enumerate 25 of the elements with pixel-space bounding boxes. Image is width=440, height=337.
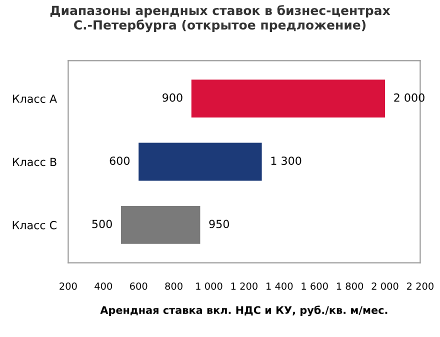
annotation: 950	[209, 220, 230, 228]
bar	[138, 142, 262, 181]
y-tick-label: Класс A	[13, 94, 57, 103]
y-tick-label: Класс B	[13, 158, 56, 166]
annotation: 2 000	[394, 93, 424, 102]
annotation: 900	[162, 93, 182, 102]
chart-title: Диапазоны арендных ставок в бизнес-центрах С.-Петербурга (открытое предложение)	[50, 5, 390, 32]
bar	[121, 206, 200, 244]
x-tick-label: 1 200	[231, 282, 258, 290]
x-tick-label: 1 000	[196, 282, 222, 290]
x-tick-label: 1 800	[336, 282, 364, 290]
x-tick-label: 400	[94, 282, 112, 290]
x-tick-label: 200	[60, 282, 77, 290]
bar	[191, 80, 385, 118]
x-tick-label: 1 400	[266, 282, 293, 290]
x-tick-label: 600	[130, 282, 148, 290]
annotation: 500	[92, 220, 112, 228]
x-tick-label: 800	[165, 282, 182, 290]
y-tick-label: Класс C	[12, 220, 56, 230]
x-tick-label: 1 600	[302, 282, 328, 290]
annotation: 1 300	[271, 156, 302, 165]
x-tick-label: 2 000	[372, 282, 398, 290]
annotation: 600	[110, 156, 130, 165]
x-tick-label: 2 200	[406, 282, 434, 290]
x-axis-title: Арендная ставка вкл. НДС и КУ, руб./кв. м/мес.	[100, 306, 388, 316]
